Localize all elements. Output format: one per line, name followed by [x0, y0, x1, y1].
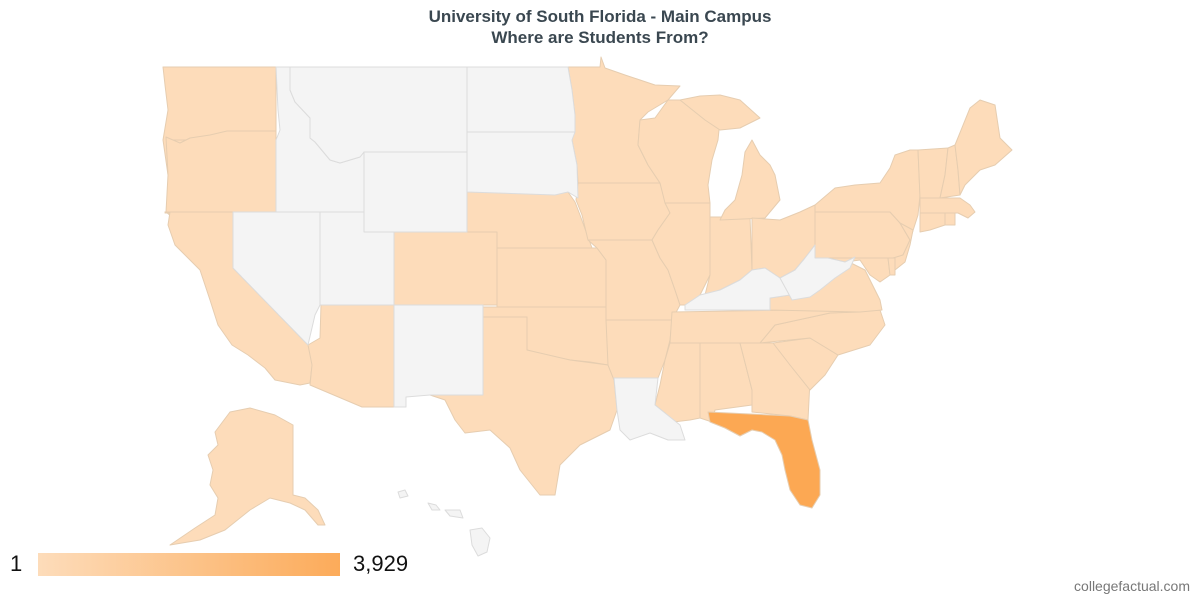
state-nd[interactable] [466, 66, 576, 133]
state-hi-2[interactable] [427, 502, 441, 511]
state-de[interactable] [887, 257, 896, 276]
state-fl[interactable] [707, 411, 821, 509]
state-wy[interactable] [363, 151, 468, 233]
state-nm[interactable] [393, 304, 484, 408]
state-wi[interactable] [637, 99, 721, 204]
state-hi-4[interactable] [469, 527, 491, 557]
legend-min-label: 1 [10, 551, 23, 576]
legend-gradient-bar [38, 553, 340, 576]
title-line-1: University of South Florida - Main Campu… [428, 7, 772, 26]
state-hi-3[interactable] [444, 509, 464, 519]
state-mi[interactable] [679, 94, 781, 221]
state-ia[interactable] [575, 182, 671, 241]
state-ky[interactable] [684, 267, 791, 311]
state-tx[interactable] [429, 316, 618, 496]
state-ri[interactable] [944, 212, 956, 226]
title-line-2: Where are Students From? [491, 28, 709, 47]
legend-max-label: 3,929 [353, 551, 409, 576]
state-me[interactable] [954, 99, 1013, 196]
state-ar[interactable] [605, 319, 673, 381]
source-credit: collegefactual.com [1074, 578, 1190, 594]
state-ct[interactable] [919, 212, 946, 233]
state-ut[interactable] [319, 211, 395, 306]
state-la[interactable] [613, 377, 686, 441]
state-wv[interactable] [779, 244, 856, 301]
state-hi-1[interactable] [397, 489, 409, 499]
chart-title: University of South Florida - Main Campu… [0, 6, 1200, 48]
state-or-true[interactable] [165, 130, 277, 213]
state-az[interactable] [307, 304, 395, 408]
state-sd[interactable] [466, 131, 579, 199]
state-ak[interactable] [169, 407, 326, 546]
state-co[interactable] [393, 231, 498, 306]
state-ks[interactable] [496, 247, 607, 308]
